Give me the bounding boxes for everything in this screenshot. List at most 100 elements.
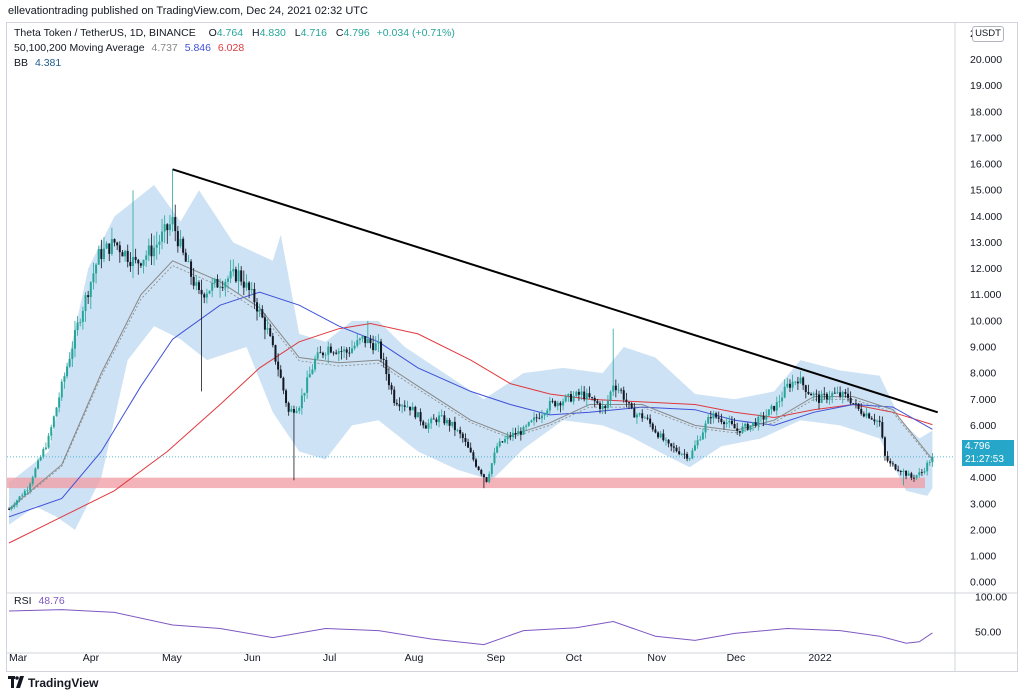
- candle-body: [95, 264, 98, 274]
- candle-body: [285, 390, 288, 403]
- candle-body: [744, 423, 747, 427]
- candle-body: [657, 432, 660, 438]
- candle-body: [37, 460, 40, 469]
- ohlc-change: +0.034 (+0.71%): [376, 27, 455, 39]
- candle-body: [770, 405, 773, 410]
- candle-body: [380, 341, 383, 359]
- ma50-value: 4.737: [151, 42, 178, 54]
- candle-body: [622, 390, 625, 400]
- candle-body: [190, 261, 193, 277]
- y-tick-label: 19.000: [970, 80, 1002, 92]
- candle-body: [343, 349, 346, 352]
- candle-body: [467, 441, 470, 448]
- ohlc-open: 4.764: [216, 27, 244, 39]
- candle-body: [496, 446, 499, 453]
- candle-body: [435, 419, 438, 423]
- candle-body: [786, 383, 789, 387]
- candle-body: [464, 438, 467, 442]
- symbol-name[interactable]: Theta Token / TetherUS, 1D, BINANCE: [14, 27, 196, 39]
- ma-indicator-label[interactable]: 50,100,200 Moving Average: [14, 42, 145, 54]
- candle-body: [258, 309, 261, 312]
- candle-body: [356, 340, 359, 346]
- price-chart[interactable]: 0.0001.0002.0003.0004.0005.0006.0007.000…: [7, 23, 1018, 671]
- candle-body: [482, 474, 485, 478]
- candle-body: [583, 391, 586, 400]
- y-tick-label: 0.000: [970, 577, 996, 589]
- candle-body: [58, 397, 61, 408]
- candle-body: [796, 381, 799, 384]
- candle-body: [390, 385, 393, 390]
- candle-body: [292, 408, 295, 413]
- candle-body: [411, 406, 414, 411]
- candle-body: [234, 269, 237, 282]
- candle-body: [132, 256, 135, 267]
- candle-body: [556, 402, 559, 407]
- candle-body: [567, 394, 570, 396]
- candle-body: [279, 369, 282, 378]
- candle-body: [873, 419, 876, 422]
- x-tick-label: Jun: [244, 652, 261, 664]
- tradingview-footer: TradingView: [8, 676, 98, 690]
- candle-body: [31, 477, 34, 484]
- candle-body: [89, 282, 92, 298]
- candle-body: [741, 426, 744, 433]
- ohlc-high-label: H: [252, 27, 260, 39]
- candle-body: [477, 466, 480, 470]
- candle-body: [918, 472, 921, 476]
- ohlc-low-label: L: [294, 27, 301, 39]
- candle-body: [456, 429, 459, 431]
- candle-body: [485, 477, 488, 482]
- candle-body: [453, 421, 456, 431]
- candle-body: [145, 255, 148, 260]
- publish-line: ellevationtrading published on TradingVi…: [8, 5, 368, 17]
- candle-body: [308, 374, 311, 378]
- legend-symbol-row: Theta Token / TetherUS, 1D, BINANCE O4.7…: [14, 27, 455, 39]
- legend-rsi-row: RSI 48.76: [14, 595, 65, 607]
- candle-body: [248, 282, 251, 291]
- candle-body: [614, 385, 617, 391]
- candle-body: [490, 463, 493, 475]
- candle-body: [723, 422, 726, 425]
- candle-body: [569, 394, 572, 402]
- candle-body: [675, 447, 678, 452]
- candle-body: [129, 261, 132, 267]
- candle-body: [459, 429, 462, 434]
- candle-body: [361, 336, 364, 339]
- bb-value: 4.381: [34, 57, 62, 69]
- candle-body: [817, 394, 820, 403]
- candle-body: [733, 424, 736, 429]
- candle-body: [841, 391, 844, 397]
- candle-body: [21, 495, 24, 497]
- rsi-indicator-label[interactable]: RSI: [14, 595, 32, 607]
- candle-body: [662, 433, 665, 441]
- ohlc-close-label: C: [335, 27, 344, 39]
- candle-body: [728, 420, 731, 423]
- candle-body: [847, 393, 850, 398]
- candle-body: [73, 330, 76, 349]
- candle-body: [345, 349, 348, 353]
- candle-body: [443, 415, 446, 424]
- candle-body: [76, 322, 79, 331]
- candle-body: [398, 404, 401, 407]
- candle-body: [179, 238, 182, 247]
- candle-body: [591, 397, 594, 398]
- candle-body: [282, 377, 285, 391]
- bb-indicator-label[interactable]: BB: [14, 57, 29, 69]
- candle-body: [81, 310, 84, 322]
- candle-body: [857, 403, 860, 409]
- y-tick-label: 18.000: [970, 106, 1002, 118]
- candle-body: [504, 439, 507, 443]
- candle-body: [139, 263, 142, 266]
- candle-body: [374, 343, 377, 351]
- candle-body: [693, 445, 696, 451]
- candle-body: [182, 238, 185, 253]
- currency-badge[interactable]: USDT: [972, 26, 1004, 42]
- candle-body: [192, 276, 195, 286]
- candle-body: [577, 391, 580, 395]
- candle-body: [200, 289, 203, 295]
- candle-body: [691, 450, 694, 459]
- candle-body: [42, 449, 45, 457]
- candle-body: [715, 413, 718, 418]
- chart-frame: [6, 22, 1018, 672]
- candle-body: [754, 422, 757, 426]
